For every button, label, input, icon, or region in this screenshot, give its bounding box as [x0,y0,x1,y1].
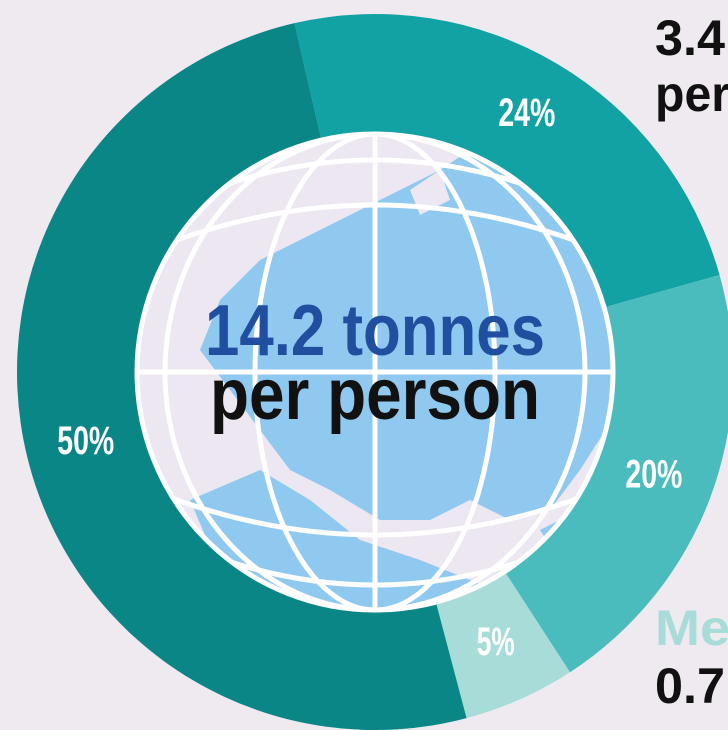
center-label: per person [210,355,540,435]
value-label: 20% [625,453,682,497]
donut-segment [435,571,570,719]
value-label: 24% [498,91,555,135]
value-label: 50% [57,419,114,463]
annotation: 3.4 [655,10,725,66]
annotation: Me [655,600,728,656]
value-label: 5% [477,620,515,664]
donut-segment [17,23,467,730]
graticule [137,134,613,610]
annotation: per [655,66,728,122]
donut [17,14,728,730]
donut-segment [504,274,728,673]
annotation: 0.7 [655,658,725,714]
center-label: 14.2 tonnes [205,291,545,371]
donut-segment [294,14,720,308]
